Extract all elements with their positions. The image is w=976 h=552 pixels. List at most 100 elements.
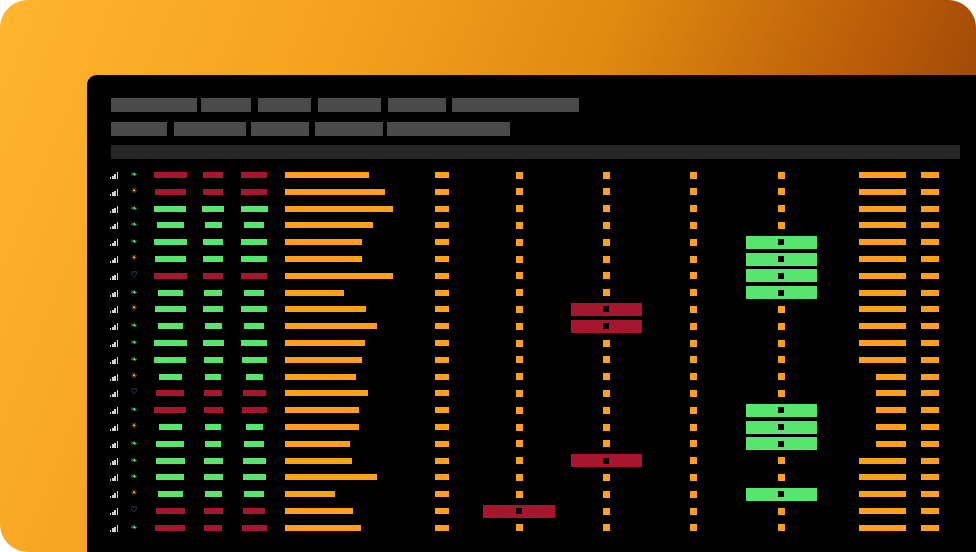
country-bar <box>435 222 449 229</box>
icma-indicator <box>515 373 523 381</box>
last-price-bar <box>155 508 185 514</box>
country-bar <box>435 440 449 447</box>
leaf-icon: ❧ <box>131 286 138 298</box>
last-price-bar <box>154 407 186 414</box>
pct-change-bar <box>242 474 266 481</box>
bics-sector-bar <box>285 508 353 514</box>
last-price-bar <box>153 340 187 346</box>
esg-proj-cat-indicator <box>602 440 610 448</box>
leaf-icon: ❧ <box>131 471 138 483</box>
sustain-index-indicator <box>689 473 697 481</box>
send-button[interactable] <box>201 98 251 112</box>
column-header-flly-alloc-indctr[interactable] <box>718 145 838 159</box>
last-price-bar <box>156 474 184 481</box>
icma-indicator <box>515 423 523 431</box>
country-bar <box>435 256 449 262</box>
sustain-index-indicator <box>689 305 697 313</box>
column-header-1-d[interactable] <box>199 145 319 159</box>
amt-issued-bar <box>859 306 906 313</box>
sustain-index-indicator <box>689 188 697 196</box>
country-bar <box>435 390 449 397</box>
view-older-versions-button[interactable] <box>387 122 510 136</box>
net-change-bar <box>204 524 222 531</box>
icma-indicator <box>515 356 523 364</box>
icma-indicator <box>515 457 523 465</box>
copy-link-button[interactable] <box>174 122 246 136</box>
pct-change-bar <box>244 440 264 447</box>
country-bar <box>435 306 449 313</box>
fully-alloc-indicator-flag <box>745 487 817 501</box>
country-bar <box>435 205 449 212</box>
net-change-bar <box>204 323 222 330</box>
fully-alloc-indicator <box>777 389 785 397</box>
view-library-button[interactable] <box>111 98 197 112</box>
share-button[interactable] <box>258 98 311 112</box>
net-change-bar <box>204 222 222 229</box>
fully-alloc-indicator <box>777 339 785 347</box>
pct-change-bar <box>244 323 264 330</box>
leaf-icon: ❧ <box>131 521 138 533</box>
currency-bar <box>921 222 939 229</box>
signal-strength-icon <box>110 356 119 364</box>
icma-indicator <box>515 440 523 448</box>
amt-issued-bar <box>859 222 906 229</box>
signal-strength-icon <box>110 239 119 247</box>
esg-proj-cat-indicator <box>602 356 610 364</box>
sustain-index-indicator <box>689 457 697 465</box>
currency-bar <box>921 340 939 346</box>
icma-indicator <box>515 490 523 498</box>
rename-button[interactable] <box>251 122 309 136</box>
sustain-index-indicator <box>689 490 697 498</box>
amt-issued-bar <box>876 407 906 414</box>
pct-change-bar <box>245 373 263 380</box>
amt-issued-bar <box>859 340 906 346</box>
currency-bar <box>921 356 939 363</box>
leaf-icon: ❧ <box>131 337 138 348</box>
net-change-bar <box>203 457 223 464</box>
last-price-bar <box>158 373 182 380</box>
table-header <box>111 145 960 159</box>
currency-bar <box>921 424 939 430</box>
pct-change-bar <box>241 239 267 246</box>
column-header-currncy[interactable] <box>870 145 976 159</box>
export-button[interactable] <box>388 98 446 112</box>
amt-issued-bar <box>859 323 906 330</box>
bics-sector-bar <box>285 474 377 481</box>
last-price-bar <box>156 440 184 447</box>
fully-alloc-indicator <box>777 205 785 213</box>
currency-bar <box>921 524 939 531</box>
currency-bar <box>921 256 939 262</box>
esg-proj-cat-indicator <box>602 205 610 213</box>
leaf-icon: ❧ <box>131 202 138 214</box>
fully-alloc-indicator <box>777 507 785 515</box>
country-bar <box>435 508 449 514</box>
currency-bar <box>921 188 939 195</box>
esg-proj-cat-indicator <box>602 238 610 246</box>
signal-strength-icon <box>110 188 119 196</box>
signal-strength-icon <box>110 289 119 297</box>
leaf-icon: ❧ <box>131 169 138 180</box>
pct-change-bar <box>241 524 267 531</box>
favorite-button[interactable] <box>315 122 383 136</box>
fully-alloc-indicator <box>777 322 785 330</box>
amt-issued-bar <box>859 256 906 262</box>
heart-icon: ♡ <box>131 505 138 516</box>
bics-sector-bar <box>285 440 350 447</box>
amt-issued-bar <box>876 424 906 430</box>
sustain-index-indicator <box>689 406 697 414</box>
net-change-bar <box>203 239 223 246</box>
exchange-permissions-button[interactable] <box>452 98 579 112</box>
bics-sector-bar <box>285 356 362 363</box>
refresh-button[interactable] <box>318 98 381 112</box>
create-button[interactable] <box>111 122 167 136</box>
heart-icon: ♡ <box>131 269 138 281</box>
fully-alloc-indicator-flag <box>745 286 817 300</box>
sustain-index-indicator <box>689 272 697 280</box>
net-change-bar <box>204 390 222 397</box>
last-price-bar <box>156 390 184 397</box>
bics-sector-bar <box>285 323 377 330</box>
net-change-bar <box>204 491 222 498</box>
currency-bar <box>921 239 939 246</box>
fully-alloc-indicator <box>777 473 785 481</box>
fully-alloc-indicator <box>777 524 785 532</box>
